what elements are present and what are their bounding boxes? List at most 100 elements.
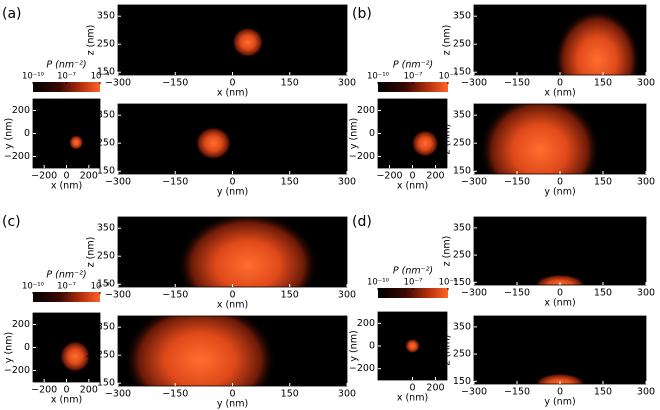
y-tick-label: 0: [24, 342, 30, 353]
x-axis-label: x (nm): [217, 300, 248, 311]
colorbar-tick-label: 10⁻⁷: [404, 278, 423, 288]
y-axis-label: z (nm): [442, 236, 453, 267]
y-tick-label: 250: [97, 39, 115, 50]
density-blob: [411, 129, 439, 158]
x-tick-label: 0: [229, 78, 235, 89]
x-axis-label: y (nm): [544, 187, 575, 198]
x-tick-label: 0: [557, 288, 563, 299]
y-tick-label: −200: [349, 363, 375, 374]
x-tick-label: 0: [409, 383, 415, 394]
colorbar: [378, 82, 448, 92]
panel-label: (c): [2, 214, 21, 230]
colorbar-tick-label: 10⁻⁷: [57, 72, 76, 82]
colorbar-label: P (nm⁻²): [46, 60, 86, 71]
density-blob: [177, 217, 319, 287]
y-tick-label: 350: [453, 110, 471, 121]
density-blob: [231, 26, 264, 58]
density-blob: [554, 9, 641, 75]
x-tick-label: 0: [229, 389, 235, 400]
y-tick-label: −200: [349, 151, 375, 162]
colorbar-tick-label: 10⁻¹⁰: [367, 278, 390, 288]
y-tick-label: 350: [97, 322, 115, 333]
colorbar-tick-label: 10⁻⁷: [404, 72, 423, 82]
x-tick-label: −300: [105, 389, 131, 400]
y-tick-label: 250: [453, 39, 471, 50]
x-tick-label: 150: [594, 78, 612, 89]
y-axis-label: y (nm): [4, 332, 15, 363]
density-blob: [68, 134, 84, 150]
colorbar-tick-label: 10⁻⁴: [439, 278, 458, 288]
x-axis-label: y (nm): [544, 397, 575, 408]
x-tick-label: 150: [281, 389, 299, 400]
colorbar-tick-label: 10⁻¹⁰: [22, 282, 45, 292]
density-blob: [479, 104, 601, 174]
x-tick-label: 150: [281, 78, 299, 89]
heatmap-bg: [474, 217, 646, 285]
colorbar: [33, 82, 100, 92]
x-tick-label: −150: [504, 387, 530, 398]
heatmap-bg: [378, 99, 447, 168]
heatmap-bg: [33, 99, 100, 168]
x-tick-label: −200: [31, 385, 57, 396]
x-tick-label: 200: [80, 171, 98, 182]
density-blob: [59, 340, 91, 373]
y-tick-label: 150: [453, 67, 471, 78]
y-tick-label: 350: [97, 223, 115, 234]
x-tick-label: 300: [338, 177, 356, 188]
colorbar-label: P (nm⁻²): [393, 60, 433, 71]
x-tick-label: 0: [63, 385, 69, 396]
x-tick-label: 300: [637, 387, 655, 398]
x-axis-label: y (nm): [217, 399, 248, 410]
colorbar-tick-label: 10⁻⁷: [57, 282, 76, 292]
y-axis-label: z (nm): [442, 124, 453, 155]
x-tick-label: 150: [594, 288, 612, 299]
y-tick-label: 250: [97, 350, 115, 361]
x-tick-label: 300: [338, 78, 356, 89]
x-tick-label: −150: [504, 78, 530, 89]
x-tick-label: −300: [105, 78, 131, 89]
colorbar-tick-label: 10⁻¹⁰: [22, 72, 45, 82]
x-tick-label: −150: [504, 177, 530, 188]
x-tick-label: 300: [637, 177, 655, 188]
density-blob: [534, 274, 586, 285]
x-tick-label: −300: [461, 387, 487, 398]
x-tick-label: 150: [281, 177, 299, 188]
panel-label: (d): [352, 214, 372, 230]
y-tick-label: 250: [97, 251, 115, 262]
x-tick-label: 200: [426, 383, 444, 394]
x-tick-label: −150: [162, 290, 188, 301]
x-tick-label: 0: [557, 177, 563, 188]
panel-label: (b): [352, 6, 372, 22]
y-tick-label: 200: [12, 105, 30, 116]
heatmap-bg: [118, 104, 347, 174]
y-tick-label: 250: [453, 138, 471, 149]
x-tick-label: 200: [80, 385, 98, 396]
y-axis-label: z (nm): [86, 124, 97, 155]
y-tick-label: 0: [369, 128, 375, 139]
x-tick-label: 300: [637, 288, 655, 299]
colorbar-tick-label: 10⁻⁴: [91, 72, 110, 82]
y-axis-label: z (nm): [86, 25, 97, 56]
x-tick-label: 0: [63, 171, 69, 182]
x-tick-label: −150: [162, 389, 188, 400]
x-tick-label: 0: [409, 171, 415, 182]
x-tick-label: −200: [376, 171, 402, 182]
y-axis-label: y (nm): [4, 118, 15, 149]
y-tick-label: 250: [453, 349, 471, 360]
y-tick-label: 350: [453, 222, 471, 233]
x-axis-label: x (nm): [544, 298, 575, 309]
y-axis-label: z (nm): [442, 25, 453, 56]
x-axis-label: x (nm): [397, 393, 428, 404]
y-tick-label: 150: [453, 376, 471, 387]
colorbar: [378, 288, 448, 298]
x-axis-label: x (nm): [397, 181, 428, 192]
panel-label: (a): [2, 6, 22, 22]
y-tick-label: 150: [97, 279, 115, 290]
x-tick-label: −200: [31, 171, 57, 182]
density-blob: [195, 126, 232, 160]
y-axis-label: y (nm): [349, 118, 360, 149]
colorbar-label: P (nm⁻²): [46, 270, 86, 281]
colorbar: [33, 292, 100, 302]
y-tick-label: 250: [453, 250, 471, 261]
